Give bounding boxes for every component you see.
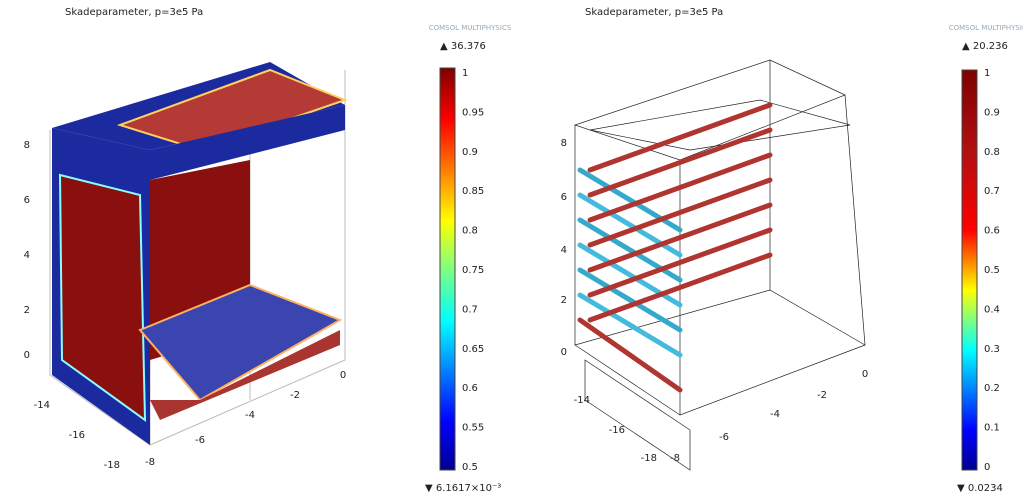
colorbar-tick-label: 0.5 — [984, 265, 1000, 276]
x-tick-label: -18 — [641, 453, 657, 464]
colorbar-tick-label: 0.1 — [984, 423, 1000, 434]
x-tick-label: -14 — [34, 400, 50, 411]
z-tick-label: 2 — [24, 305, 30, 316]
y-tick-label: -8 — [670, 453, 680, 464]
colorbar-tick-label: 0.6 — [984, 226, 1000, 237]
y-tick-label: -2 — [817, 390, 827, 401]
colorbar-tick-label: 0.5 — [462, 462, 478, 473]
colorbar-tick-label: 0.2 — [984, 383, 1000, 394]
z-tick-label: 0 — [561, 347, 567, 358]
min-label: ▼ 6.1617×10⁻³ — [425, 483, 501, 494]
colorbar-tick-label: 0.8 — [462, 226, 478, 237]
colorbar-tick-label: 0.6 — [462, 383, 478, 394]
y-tick-label: -4 — [770, 409, 780, 420]
colorbar-tick-label: 0.8 — [984, 147, 1000, 158]
y-tick-label: -6 — [195, 435, 205, 446]
x-tick-label: -16 — [69, 430, 85, 441]
colorbar-tick-label: 0.9 — [462, 147, 478, 158]
z-tick-label: 4 — [561, 245, 567, 256]
colorbar-tick-label: 0.7 — [984, 186, 1000, 197]
colorbar-tick-label: 1 — [462, 68, 468, 79]
colorbar-tick-label: 0.9 — [984, 107, 1000, 118]
logo: COMSOL MULTIPHYSICS — [949, 24, 1023, 32]
colorbar-tick-label: 0.95 — [462, 107, 484, 118]
z-tick-label: 0 — [24, 350, 30, 361]
colorbar-tick-label: 0.55 — [462, 423, 484, 434]
x-tick-label: -18 — [104, 460, 120, 471]
max-label: ▲ 20.236 — [962, 41, 1008, 52]
min-label: ▼ 0.0234 — [957, 483, 1003, 494]
max-label: ▲ 36.376 — [440, 41, 486, 52]
y-tick-label: 0 — [340, 370, 346, 381]
logo: COMSOL MULTIPHYSICS — [429, 24, 512, 32]
colorbar-tick-label: 0.3 — [984, 344, 1000, 355]
colorbar-tick-label: 0.65 — [462, 344, 484, 355]
z-tick-label: 6 — [561, 192, 567, 203]
z-tick-label: 6 — [24, 195, 30, 206]
plot-title: Skadeparameter, p=3e5 Pa — [585, 7, 723, 18]
x-tick-label: -16 — [609, 425, 625, 436]
y-tick-label: -6 — [719, 432, 729, 443]
y-tick-label: 0 — [862, 369, 868, 380]
colorbar-tick-label: 0.75 — [462, 265, 484, 276]
plot-3d — [49, 62, 348, 446]
colorbar — [961, 69, 978, 471]
colorbar-tick-label: 1 — [984, 68, 990, 79]
z-tick-label: 2 — [561, 295, 567, 306]
colorbar-tick-label: 0.4 — [984, 304, 1000, 315]
plies — [577, 102, 773, 393]
z-tick-label: 8 — [24, 140, 30, 151]
colorbar — [439, 67, 456, 471]
colorbar-tick-label: 0.7 — [462, 304, 478, 315]
colorbar-tick-label: 0 — [984, 462, 990, 473]
plot-title: Skadeparameter, p=3e5 Pa — [65, 7, 203, 18]
colorbar-tick-label: 0.85 — [462, 186, 484, 197]
x-tick-label: -14 — [574, 395, 590, 406]
y-tick-label: -4 — [245, 410, 255, 421]
y-tick-label: -8 — [145, 457, 155, 468]
z-tick-label: 4 — [24, 250, 30, 261]
y-tick-label: -2 — [290, 390, 300, 401]
z-tick-label: 8 — [561, 138, 567, 149]
